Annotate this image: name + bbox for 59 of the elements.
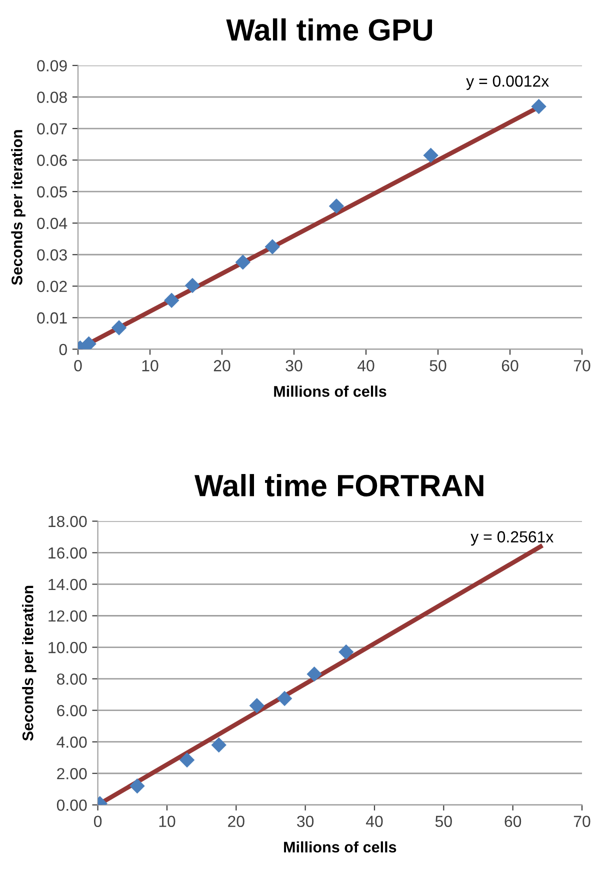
point (184, 278, 200, 294)
point (81, 336, 96, 350)
y-tick-label: 4.00 (56, 736, 87, 748)
y-tick-label: 8.00 (56, 673, 87, 685)
point (249, 698, 264, 714)
x-tick-label: 70 (574, 360, 590, 372)
y-tick-label: 0.06 (37, 154, 67, 166)
point (423, 148, 438, 163)
annotation: y = 0.2561x (470, 531, 554, 546)
chart-title: Wall time GPU (226, 18, 432, 41)
y-tick-label: 16.00 (48, 547, 87, 559)
point (338, 644, 354, 660)
y-tick-label: 0 (59, 344, 67, 356)
annotation: y = 0.0012x (466, 75, 549, 90)
y-tick-label: 12.00 (48, 610, 87, 622)
x-tick-label: 70 (574, 816, 590, 828)
y-tick-label: 2.00 (57, 768, 87, 780)
x-tick-label: 50 (435, 816, 452, 828)
y-tick-label: 0.07 (37, 123, 67, 134)
y-tick-label: 0.01 (37, 312, 67, 324)
y-tick-label: 6.00 (57, 704, 87, 716)
y-tick-label: 10.00 (48, 642, 87, 654)
y-tick-label: 14.00 (48, 578, 87, 590)
y-tick-label: 18.00 (48, 516, 87, 528)
y-tick-label: 0.08 (37, 92, 67, 103)
point (264, 239, 280, 254)
y-tick-label: 0.09 (37, 60, 67, 72)
x-tick-label: 30 (297, 816, 314, 828)
x-tick-label: 60 (502, 360, 518, 372)
y-tick-label: 0.02 (37, 280, 67, 292)
y-tick-label: 0.00 (56, 800, 87, 811)
chart-title: Wall time FORTRAN (194, 474, 484, 496)
point (235, 254, 250, 270)
x-tick-label: 20 (214, 360, 230, 372)
x-tick-label: 20 (228, 816, 244, 828)
y-axis-title: Seconds per iteration (11, 130, 26, 285)
point (130, 778, 145, 794)
x-tick-label: 30 (286, 360, 302, 372)
point (179, 752, 195, 768)
x-tick-label: 50 (430, 360, 446, 372)
point (211, 737, 226, 753)
point (306, 666, 322, 682)
x-tick-label: 40 (357, 360, 374, 372)
point (164, 292, 180, 308)
x-tick-label: 10 (142, 360, 158, 372)
point (111, 320, 127, 336)
x-tick-label: 40 (366, 816, 383, 828)
y-tick-label: 0.03 (37, 249, 67, 261)
point (328, 198, 344, 214)
x-tick-label: 10 (159, 816, 176, 828)
y-tick-label: 0.05 (37, 186, 67, 198)
x-tick-label: 60 (504, 816, 522, 828)
x-tick-label: 0 (94, 816, 102, 828)
y-tick-label: 0.04 (37, 218, 68, 230)
x-axis-title: Millions of cells (274, 386, 386, 397)
x-axis-title: Millions of cells (284, 841, 396, 853)
y-axis-title: Seconds per iteration (22, 586, 36, 741)
point (276, 690, 292, 706)
point (531, 98, 546, 114)
